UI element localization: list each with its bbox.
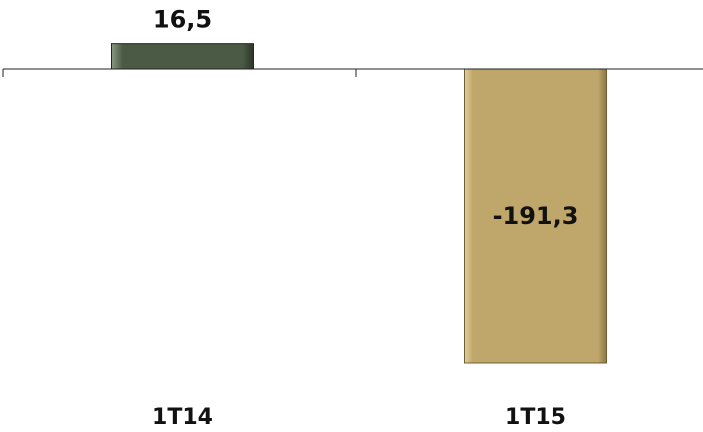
data-label-1T15: -191,3 xyxy=(493,202,579,230)
data-label-1T14: 16,5 xyxy=(153,6,212,34)
bar-1T15 xyxy=(464,68,607,364)
category-label-1T15: 1T15 xyxy=(505,405,566,430)
category-label-1T14: 1T14 xyxy=(152,405,213,430)
bar-1T14 xyxy=(111,43,254,70)
